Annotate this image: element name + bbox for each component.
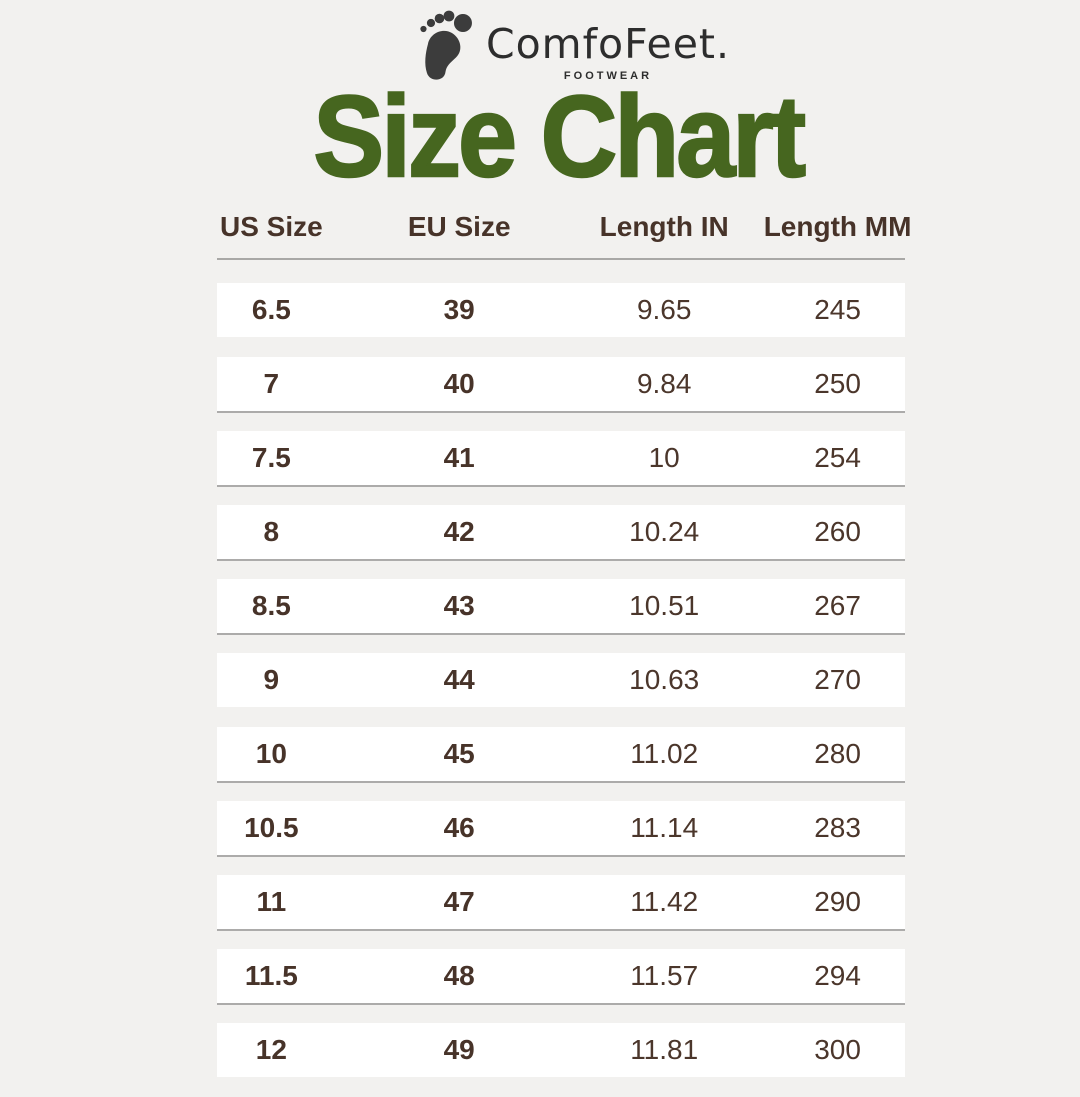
table-row: 10.5 46 11.14 283: [217, 801, 905, 855]
table-row: 7 40 9.84 250: [217, 357, 905, 411]
cell-length-in: 11.42: [630, 886, 699, 917]
row-divider: [217, 559, 905, 561]
header-divider: [217, 258, 905, 260]
table-row: 12 49 11.81 300: [217, 1023, 905, 1077]
cell-us-size: 11: [256, 886, 287, 917]
table-header-row: US Size EU Size Length IN Length MM: [217, 205, 911, 258]
footprint-icon: [420, 10, 472, 80]
table-row: 8 42 10.24 260: [217, 505, 905, 559]
cell-us-size: 7.5: [251, 442, 291, 473]
cell-us-size: 10.5: [244, 812, 299, 843]
cell-us-size: 8: [263, 516, 280, 547]
brand-logo: ComfoFeet. FOOTWEAR: [418, 10, 730, 84]
cell-us-size: 6.5: [251, 294, 291, 325]
cell-length-mm: 294: [814, 960, 861, 991]
column-header-length-mm: Length MM: [763, 211, 912, 242]
table-row: 9 44 10.63 270: [217, 653, 905, 707]
table-row: 7.5 41 10 254: [217, 431, 905, 485]
cell-eu-size: 45: [443, 738, 475, 769]
cell-length-mm: 270: [814, 664, 861, 695]
column-header-length-in: Length IN: [599, 211, 729, 242]
table-row: 11 47 11.42 290: [217, 875, 905, 929]
cell-length-in: 11.02: [630, 738, 699, 769]
brand-tagline: FOOTWEAR: [563, 70, 653, 82]
cell-length-in: 11.14: [630, 812, 699, 843]
column-header-us-size: US Size: [219, 211, 323, 242]
cell-length-in: 10.24: [629, 516, 700, 547]
table-row: 8.5 43 10.51 267: [217, 579, 905, 633]
cell-eu-size: 48: [443, 960, 475, 991]
cell-eu-size: 49: [443, 1034, 475, 1065]
row-divider: [217, 929, 905, 931]
cell-length-mm: 245: [814, 294, 861, 325]
cell-length-in: 11.81: [630, 1034, 699, 1065]
cell-us-size: 10: [255, 738, 287, 769]
cell-length-mm: 290: [814, 886, 861, 917]
cell-eu-size: 43: [443, 590, 475, 621]
row-divider: [217, 855, 905, 857]
brand-text-block: ComfoFeet. FOOTWEAR: [485, 20, 731, 83]
cell-eu-size: 47: [443, 886, 475, 917]
row-divider: [217, 633, 905, 635]
row-divider: [217, 411, 905, 413]
row-divider: [217, 781, 905, 783]
table-body: 6.5 39 9.65 245 7 40 9.84 250 7.5 41 10 …: [217, 260, 905, 1079]
row-divider: [217, 337, 905, 339]
table-row: 10 45 11.02 280: [217, 727, 905, 781]
row-divider: [217, 485, 905, 487]
table-row: 11.5 48 11.57 294: [217, 949, 905, 1003]
cell-eu-size: 41: [443, 442, 475, 473]
cell-length-mm: 283: [814, 812, 861, 843]
cell-eu-size: 44: [443, 664, 475, 695]
cell-us-size: 7: [263, 368, 280, 399]
cell-length-mm: 300: [814, 1034, 861, 1065]
cell-us-size: 11.5: [244, 960, 298, 991]
column-header-eu-size: EU Size: [407, 211, 511, 242]
size-table: US Size EU Size Length IN Length MM 6.5 …: [217, 205, 911, 1097]
cell-length-mm: 267: [814, 590, 861, 621]
table-row: 6.5 39 9.65 245: [217, 283, 905, 337]
cell-length-in: 10.51: [629, 590, 700, 621]
cell-eu-size: 40: [443, 368, 475, 399]
cell-us-size: 8.5: [251, 590, 291, 621]
row-divider: [217, 1077, 905, 1079]
cell-us-size: 12: [255, 1034, 287, 1065]
cell-us-size: 9: [263, 664, 280, 695]
cell-eu-size: 46: [443, 812, 475, 843]
row-divider: [217, 707, 905, 709]
cell-length-in: 9.65: [636, 294, 692, 325]
cell-length-in: 9.84: [636, 368, 692, 399]
cell-length-mm: 250: [814, 368, 861, 399]
cell-length-mm: 280: [814, 738, 861, 769]
cell-length-in: 11.57: [630, 960, 699, 991]
page-title: Size Chart: [312, 73, 807, 201]
row-divider: [217, 1003, 905, 1005]
cell-length-mm: 254: [814, 442, 861, 473]
cell-length-mm: 260: [814, 516, 861, 547]
cell-eu-size: 39: [443, 294, 475, 325]
cell-length-in: 10.63: [629, 664, 700, 695]
cell-length-in: 10: [648, 442, 680, 473]
brand-name: ComfoFeet.: [485, 20, 731, 68]
cell-eu-size: 42: [443, 516, 475, 547]
